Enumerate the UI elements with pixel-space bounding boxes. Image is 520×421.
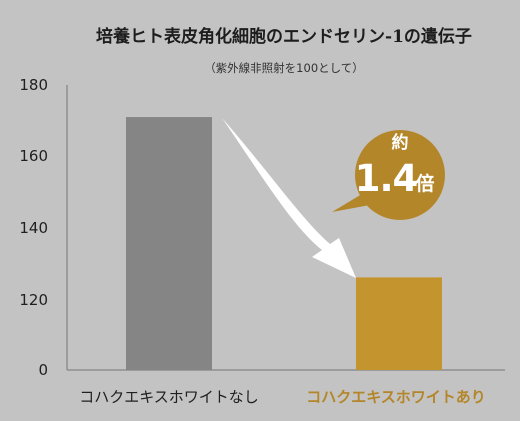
badge-tail	[332, 194, 370, 212]
x-label-with: コハクエキスホワイトあり	[306, 388, 486, 406]
ratio-badge: 約 1.4 倍	[332, 130, 445, 220]
x-axis-labels: コハクエキスホワイトなし コハクエキスホワイトあり	[79, 388, 486, 406]
chart-subtitle: （紫外線非照射を100として）	[204, 61, 364, 75]
bars-group	[126, 117, 442, 370]
badge-circle	[355, 130, 445, 220]
y-axis-ticks: 0 120 140 160 180	[19, 76, 48, 379]
y-tick-label: 120	[19, 291, 48, 309]
x-label-without: コハクエキスホワイトなし	[79, 388, 259, 406]
y-tick-label: 180	[19, 76, 48, 94]
bar-without-extract	[126, 117, 212, 370]
comparison-arrow	[222, 118, 356, 278]
badge-value: 1.4	[355, 157, 418, 200]
y-tick-label: 0	[38, 361, 48, 379]
bar-with-extract	[356, 277, 442, 370]
badge-prefix: 約	[392, 132, 409, 153]
badge-unit: 倍	[415, 172, 434, 195]
y-tick-label: 160	[19, 147, 48, 165]
chart-title: 培養ヒト表皮角化細胞のエンドセリン-1の遺伝子	[96, 26, 472, 47]
y-tick-label: 140	[19, 219, 48, 237]
